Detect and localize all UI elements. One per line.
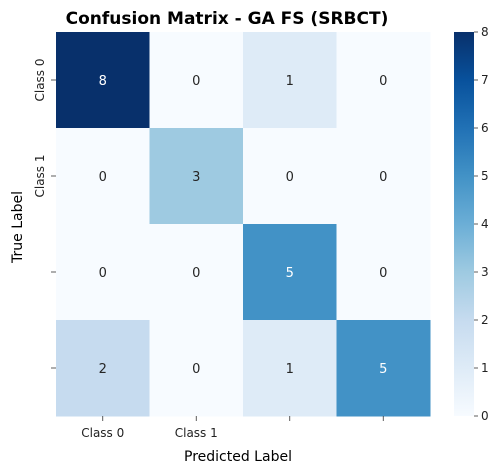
cell-value-r0-c1: 0 <box>192 74 200 89</box>
y-axis-label: True Label <box>10 191 26 264</box>
cell-value-r1-c2: 0 <box>286 170 294 185</box>
colorbar-tick-label-5: 5 <box>481 169 489 183</box>
cell-value-r0-c2: 1 <box>286 74 294 89</box>
colorbar-tick-label-1: 1 <box>481 361 489 375</box>
colorbar-tick-label-6: 6 <box>481 121 489 135</box>
cell-value-r1-c3: 0 <box>379 170 387 185</box>
heatmap-cell-r1-c0 <box>56 128 150 225</box>
colorbar-tick-label-8: 8 <box>481 25 489 39</box>
heatmap-cell-r2-c0 <box>56 224 150 321</box>
cell-value-r2-c3: 0 <box>379 266 387 281</box>
heatmap-cell-r0-c2 <box>243 32 337 129</box>
cell-value-r3-c0: 2 <box>99 362 107 377</box>
x-axis-ticks: Class 0 Class 1 <box>81 416 384 440</box>
cell-value-r3-c2: 1 <box>286 362 294 377</box>
cell-value-r2-c0: 0 <box>99 266 107 281</box>
heatmap-cell-r2-c1 <box>149 224 244 321</box>
heatmap-cell-r3-c2 <box>243 320 337 417</box>
heatmap-cell-r1-c2 <box>243 128 337 225</box>
heatmap-cell-r3-c0 <box>56 320 150 417</box>
heatmap-cells: 8 0 1 0 0 3 0 0 0 0 5 0 2 0 1 5 <box>56 32 431 417</box>
y-axis-ticks: Class 0 Class 1 <box>33 58 56 369</box>
colorbar-tick-label-4: 4 <box>481 217 489 231</box>
colorbar-tick-label-3: 3 <box>481 265 489 279</box>
y-tick-label-0: Class 0 <box>33 58 47 101</box>
heatmap-cell-r0-c3 <box>336 32 431 129</box>
heatmap-cell-r1-c1 <box>149 128 244 225</box>
cell-value-r2-c1: 0 <box>192 266 200 281</box>
colorbar: 0 1 2 3 4 5 6 7 8 <box>454 25 489 423</box>
y-tick-label-1: Class 1 <box>33 154 47 197</box>
x-tick-label-1: Class 1 <box>175 426 218 440</box>
heatmap-cell-r0-c0 <box>56 32 150 129</box>
colorbar-tick-label-7: 7 <box>481 73 489 87</box>
heatmap-cell-r0-c1 <box>149 32 244 129</box>
colorbar-gradient <box>454 32 474 416</box>
heatmap-cell-r3-c1 <box>149 320 244 417</box>
cell-value-r0-c0: 8 <box>99 74 107 89</box>
cell-value-r3-c1: 0 <box>192 362 200 377</box>
cell-value-r0-c3: 0 <box>379 74 387 89</box>
cell-value-r2-c2: 5 <box>286 266 294 281</box>
heatmap-cell-r2-c2 <box>243 224 337 321</box>
x-axis-label: Predicted Label <box>184 449 292 465</box>
cell-value-r1-c1: 3 <box>192 170 200 185</box>
heatmap-cell-r2-c3 <box>336 224 431 321</box>
cell-value-r3-c3: 5 <box>379 362 387 377</box>
x-tick-label-0: Class 0 <box>81 426 124 440</box>
colorbar-tick-label-0: 0 <box>481 409 489 423</box>
chart-title: Confusion Matrix - GA FS (SRBCT) <box>66 9 389 29</box>
heatmap-cell-r1-c3 <box>336 128 431 225</box>
heatmap-cell-r3-c3 <box>336 320 431 417</box>
cell-value-r1-c0: 0 <box>99 170 107 185</box>
colorbar-tick-label-2: 2 <box>481 313 489 327</box>
